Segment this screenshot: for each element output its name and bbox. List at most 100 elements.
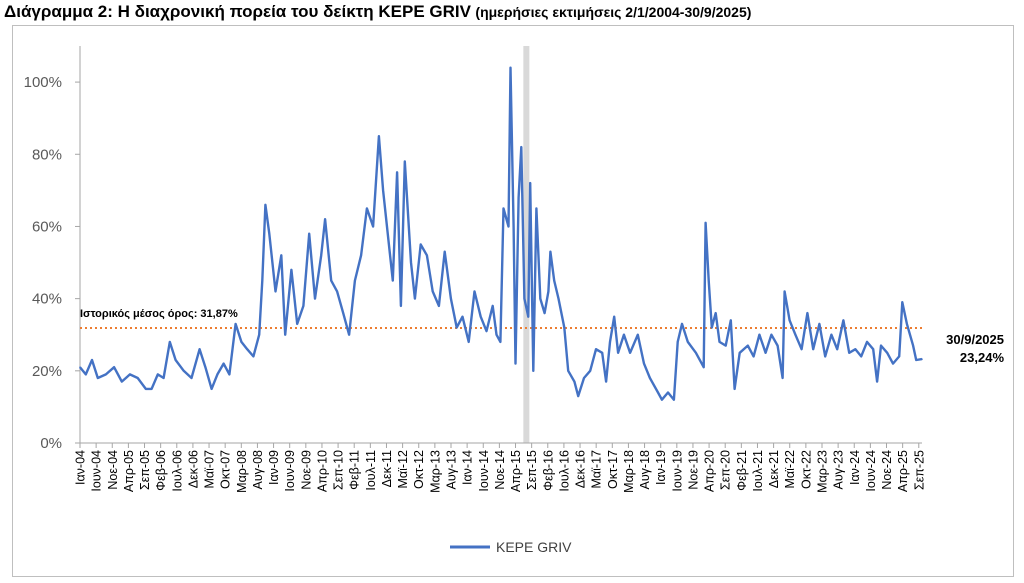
data-point bbox=[162, 377, 165, 379]
y-tick-label: 100% bbox=[24, 74, 62, 91]
data-point bbox=[617, 351, 619, 354]
series-layer bbox=[79, 66, 923, 401]
chart-frame bbox=[12, 25, 1014, 577]
x-tick-label: Απρ-15 bbox=[509, 450, 523, 492]
data-point bbox=[414, 297, 416, 300]
x-tick-label: Νοε-14 bbox=[493, 450, 507, 490]
x-tick-label: Φεβ-16 bbox=[541, 450, 555, 491]
data-point bbox=[509, 66, 512, 69]
x-tick-label: Ιουλ-06 bbox=[170, 450, 184, 492]
data-point bbox=[204, 366, 207, 369]
data-point bbox=[915, 359, 917, 361]
x-tick-label: Μαρ-18 bbox=[622, 450, 636, 493]
x-tick-label: Μαϊ-17 bbox=[590, 450, 604, 489]
x-tick-label: Μαρ-08 bbox=[235, 450, 249, 493]
data-point bbox=[479, 315, 482, 318]
x-tick-label: Απρ-10 bbox=[315, 450, 329, 492]
data-point bbox=[320, 254, 322, 257]
y-tick-label: 20% bbox=[32, 363, 62, 380]
data-point bbox=[661, 398, 663, 401]
data-point bbox=[667, 391, 669, 394]
data-point bbox=[438, 305, 440, 307]
x-tick-label: Ιαν-14 bbox=[461, 450, 475, 485]
data-point bbox=[426, 254, 428, 257]
x-tick-label: Μαϊ-12 bbox=[396, 450, 410, 489]
data-point bbox=[553, 279, 556, 282]
x-tick-label: Δεκ-11 bbox=[380, 450, 394, 487]
x-tick-label: Δεκ-06 bbox=[186, 450, 200, 488]
data-point bbox=[718, 341, 721, 343]
data-point bbox=[657, 391, 659, 394]
data-point bbox=[302, 305, 305, 307]
axes: 0%20%40%60%80%100%Ιαν-04 Ιουν-04 Νοε-04 Απρ… bbox=[24, 46, 926, 493]
data-point bbox=[342, 312, 345, 314]
data-point bbox=[601, 351, 604, 354]
data-point bbox=[240, 341, 243, 343]
data-point bbox=[567, 370, 569, 372]
data-point bbox=[623, 333, 625, 336]
end-date-label: 30/9/2025 bbox=[946, 332, 1004, 347]
data-point bbox=[360, 254, 362, 257]
data-point bbox=[264, 204, 267, 206]
x-tick-label: Μαϊ-22 bbox=[783, 450, 797, 489]
data-point bbox=[336, 290, 338, 293]
data-point bbox=[714, 312, 717, 314]
chart-title-sub: (ημερήσιες εκτιμήσεις 2/1/2004-30/9/2025… bbox=[475, 4, 752, 20]
data-point bbox=[455, 326, 458, 329]
x-tick-label: Μαρ-23 bbox=[815, 450, 829, 493]
x-tick-label: Νοε-04 bbox=[106, 450, 120, 490]
data-point bbox=[758, 333, 761, 336]
data-point bbox=[485, 330, 488, 332]
data-point bbox=[502, 207, 505, 210]
data-point bbox=[788, 319, 791, 322]
data-point bbox=[296, 323, 298, 325]
x-tick-label: Απρ-20 bbox=[703, 450, 717, 492]
data-point bbox=[354, 279, 356, 282]
x-tick-label: Φεβ-06 bbox=[154, 450, 168, 491]
data-point bbox=[535, 207, 538, 210]
data-point bbox=[378, 135, 380, 138]
data-point bbox=[366, 207, 368, 210]
data-point bbox=[512, 225, 515, 228]
data-point bbox=[150, 388, 153, 390]
data-point bbox=[906, 323, 908, 325]
data-point bbox=[681, 323, 683, 325]
data-point bbox=[517, 196, 520, 199]
x-tick-label: Ιαν-04 bbox=[74, 450, 88, 485]
x-tick-label: Αυγ-18 bbox=[638, 450, 652, 490]
data-point bbox=[507, 225, 510, 228]
data-point bbox=[348, 333, 350, 336]
chart-title: Διάγραμμα 2: Η διαχρονική πορεία του δεί… bbox=[4, 2, 751, 22]
data-point bbox=[523, 297, 526, 300]
data-point bbox=[806, 312, 809, 314]
data-point bbox=[898, 355, 900, 358]
x-tick-label: Οκτ-17 bbox=[606, 450, 620, 489]
data-point bbox=[532, 370, 535, 372]
data-point bbox=[382, 189, 384, 192]
data-point bbox=[330, 279, 333, 282]
data-point bbox=[391, 279, 394, 282]
x-tick-label: Δεκ-21 bbox=[767, 450, 781, 488]
data-point bbox=[268, 232, 271, 235]
data-point bbox=[776, 344, 779, 347]
data-point bbox=[190, 377, 193, 379]
data-point bbox=[372, 225, 374, 228]
data-point bbox=[549, 250, 552, 253]
data-point bbox=[707, 279, 710, 282]
x-tick-label: Οκτ-22 bbox=[799, 450, 813, 489]
data-point bbox=[491, 305, 494, 307]
data-point bbox=[252, 355, 255, 358]
data-point bbox=[605, 380, 607, 383]
data-point bbox=[738, 351, 741, 354]
data-point bbox=[443, 250, 446, 253]
data-point bbox=[704, 222, 707, 224]
data-point bbox=[912, 344, 914, 347]
data-point bbox=[174, 359, 177, 361]
data-point bbox=[514, 362, 517, 365]
data-point bbox=[419, 243, 422, 246]
x-tick-label: Σεπ-15 bbox=[525, 450, 539, 490]
data-point bbox=[702, 366, 705, 369]
data-point bbox=[637, 333, 639, 336]
data-point bbox=[854, 348, 857, 350]
